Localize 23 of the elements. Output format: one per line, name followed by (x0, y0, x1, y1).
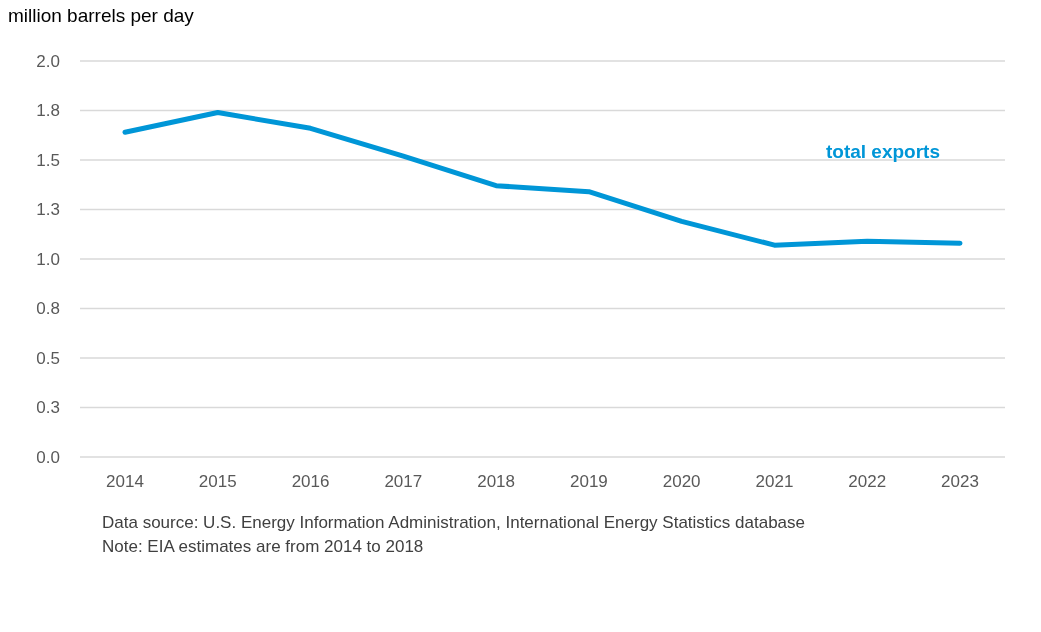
y-tick-label: 1.0 (36, 249, 60, 269)
x-tick-label: 2023 (941, 472, 979, 491)
y-axis-title: million barrels per day (8, 5, 195, 26)
x-tick-label: 2015 (198, 472, 237, 491)
x-tick-label: 2014 (106, 472, 144, 491)
y-tick-label: 1.8 (36, 101, 60, 121)
text: total exports (825, 141, 940, 163)
x-tick-label: 2021 (755, 472, 794, 491)
y-tick-label: 2.0 (36, 51, 60, 71)
x-tick-label: 2017 (384, 472, 423, 491)
x-tick-label: 2018 (477, 472, 516, 491)
x-tick-label: 2022 (848, 472, 887, 491)
y-tick-label: 0.8 (36, 299, 60, 319)
x-tick-label: 2019 (569, 472, 608, 491)
text: Note: EIA estimates are from 2014 to 2018 (102, 537, 424, 556)
x-tick-label: 2016 (291, 472, 330, 491)
source-note: Data source: U.S. Energy Information Administration, International Energy Statistics database (102, 513, 806, 532)
y-tick-label: 0.3 (36, 398, 60, 418)
y-tick-label: 0.0 (36, 447, 60, 467)
y-tick-label: 0.5 (36, 348, 60, 368)
y-tick-label: 1.5 (36, 150, 60, 170)
x-tick-label: 2020 (662, 472, 701, 491)
y-tick-label: 1.3 (36, 200, 60, 220)
